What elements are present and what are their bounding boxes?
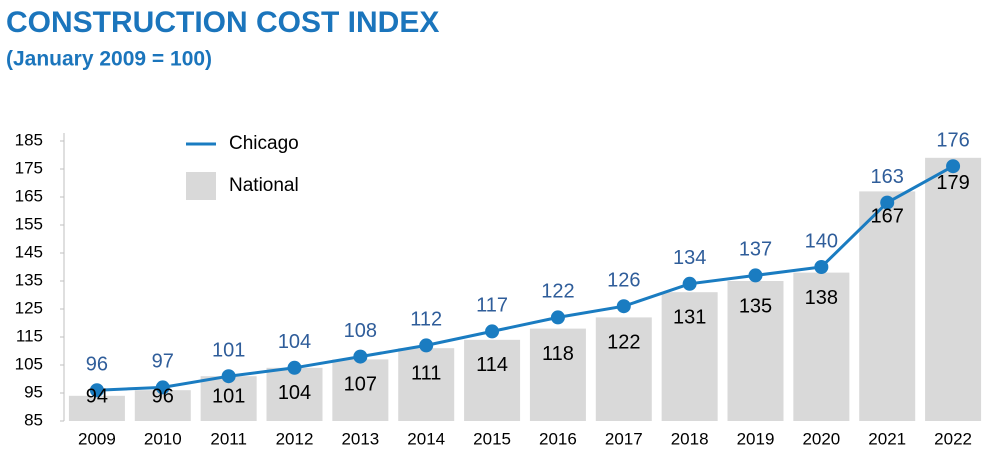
point-label: 97 <box>152 351 174 373</box>
point-label: 112 <box>410 309 442 331</box>
x-tick-label: 2013 <box>341 429 379 448</box>
bar-label: 135 <box>739 295 772 317</box>
x-tick-label: 2011 <box>210 429 247 448</box>
x-tick-label: 2017 <box>605 429 643 448</box>
legend-swatch <box>186 172 216 200</box>
point <box>89 383 104 398</box>
y-tick-label: 155 <box>15 214 43 233</box>
legend-label: National <box>229 175 299 196</box>
x-tick-label: 2009 <box>78 429 116 448</box>
x-tick-label: 2019 <box>737 429 775 448</box>
point <box>419 338 434 353</box>
point <box>287 360 302 375</box>
bar <box>793 272 850 421</box>
bar <box>529 328 586 421</box>
line <box>96 164 954 392</box>
point <box>946 159 961 174</box>
x-tick-label: 2010 <box>144 429 182 448</box>
bar-label: 122 <box>607 332 640 354</box>
point <box>155 380 170 395</box>
bar <box>398 348 455 421</box>
x-tick-label: 2020 <box>802 429 840 448</box>
y-tick-label: 145 <box>15 242 43 261</box>
x-tick-label: 2012 <box>276 429 314 448</box>
bar-label: 96 <box>152 385 174 407</box>
point <box>880 195 895 210</box>
bar <box>925 157 982 422</box>
y-tick-label: 95 <box>24 382 43 401</box>
bar-label: 101 <box>212 385 245 407</box>
point-label: 108 <box>344 320 377 342</box>
point <box>353 349 368 364</box>
chart-subtitle: (January 2009 = 100) <box>6 48 212 71</box>
bar-label: 94 <box>86 385 108 407</box>
bar <box>727 281 784 421</box>
bar <box>464 339 521 421</box>
bar-label: 118 <box>542 343 574 365</box>
x-tick-label: 2015 <box>473 429 511 448</box>
bar <box>332 359 389 421</box>
point-label: 134 <box>673 247 706 269</box>
point-label: 163 <box>871 166 904 188</box>
x-tick-label: 2014 <box>407 429 445 448</box>
legend-label: Chicago <box>229 133 299 154</box>
point-label: 122 <box>541 281 574 303</box>
point-label: 117 <box>476 295 508 317</box>
point <box>814 260 829 274</box>
bar-label: 167 <box>871 206 904 228</box>
y-tick-label: 125 <box>15 298 43 317</box>
y-tick-label: 185 <box>15 130 43 149</box>
x-tick-label: 2021 <box>868 429 906 448</box>
bar <box>595 317 652 421</box>
point-label: 137 <box>739 239 772 261</box>
x-tick-label: 2018 <box>671 429 709 448</box>
point-label: 126 <box>607 269 640 291</box>
point <box>682 276 697 291</box>
point <box>485 324 500 339</box>
y-tick-label: 105 <box>15 354 43 373</box>
bar <box>68 395 125 421</box>
point <box>550 310 565 325</box>
y-tick-label: 85 <box>24 410 43 429</box>
point-label: 176 <box>936 129 969 151</box>
y-tick-label: 175 <box>15 158 43 177</box>
y-tick-label: 135 <box>15 270 43 289</box>
x-tick-label: 2016 <box>539 429 577 448</box>
point <box>616 299 631 314</box>
chart-title: CONSTRUCTION COST INDEX <box>6 6 439 39</box>
point <box>221 369 236 384</box>
point-label: 104 <box>278 331 311 353</box>
point-label: 140 <box>805 230 838 252</box>
bar <box>200 376 257 421</box>
bar <box>859 191 916 421</box>
bar-label: 131 <box>673 306 706 328</box>
bar-label: 138 <box>805 287 838 309</box>
point <box>748 268 763 283</box>
bar-label: 111 <box>411 362 441 384</box>
bar-label: 114 <box>476 354 508 376</box>
bar-label: 104 <box>278 382 311 404</box>
bar <box>661 292 718 421</box>
bar <box>134 390 191 421</box>
x-tick-label: 2022 <box>934 429 972 448</box>
bar-label: 179 <box>936 172 969 194</box>
y-tick-label: 165 <box>15 186 43 205</box>
bar <box>266 367 323 421</box>
point-label: 101 <box>212 339 245 361</box>
bar-label: 107 <box>344 374 377 396</box>
y-tick-label: 115 <box>16 326 43 345</box>
point-label: 96 <box>86 353 108 375</box>
